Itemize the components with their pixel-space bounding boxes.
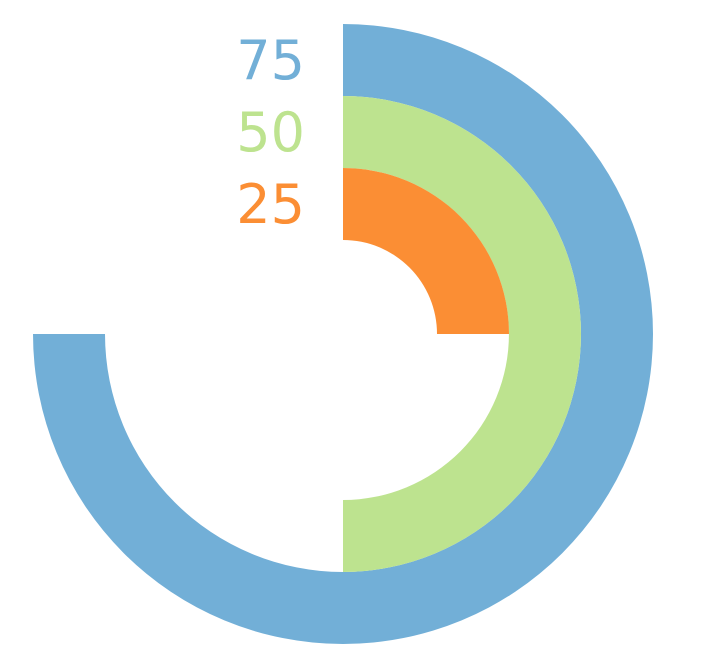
ring-label-3: 25 bbox=[236, 173, 305, 236]
ring-label-1: 75 bbox=[236, 29, 305, 92]
ring-label-2: 50 bbox=[236, 101, 305, 164]
ring-arc-3 bbox=[343, 168, 509, 334]
ring-arc-2 bbox=[343, 96, 581, 572]
ring-arcs bbox=[33, 24, 653, 644]
ring-labels: 75 50 25 bbox=[236, 29, 305, 236]
